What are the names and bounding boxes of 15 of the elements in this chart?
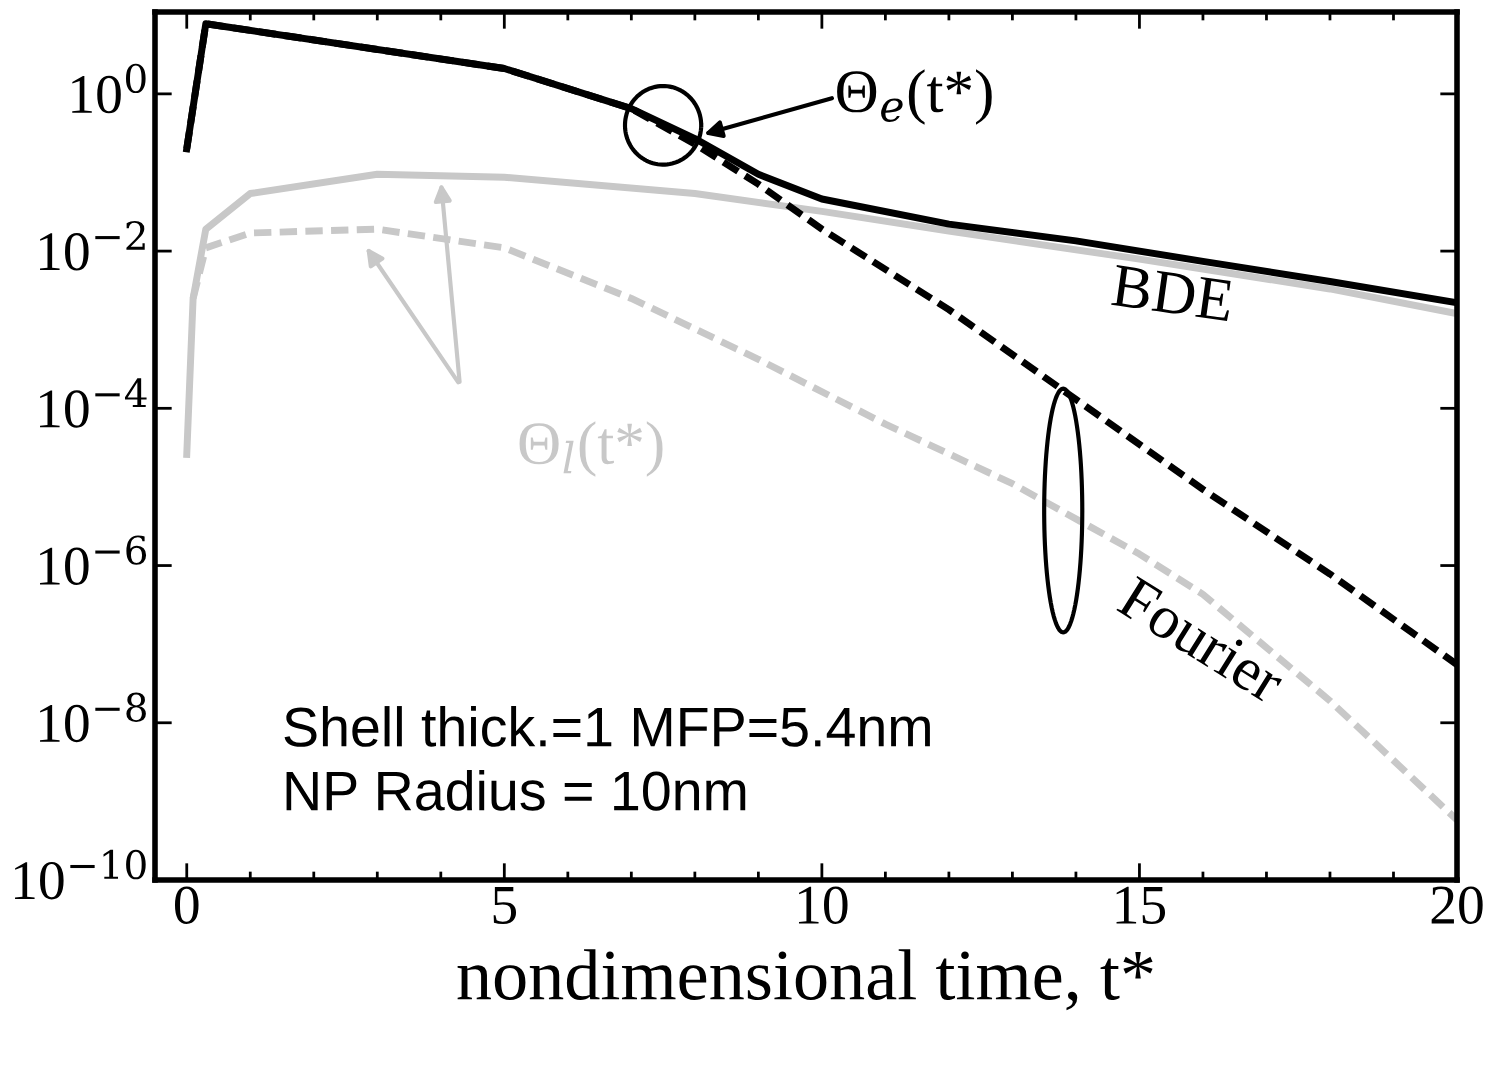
x-tick-label: 0 bbox=[174, 886, 199, 924]
x-tick-label: 5 bbox=[493, 887, 517, 924]
annotation: BDE bbox=[1111, 265, 1234, 322]
annotation: Shell thick.=1 MFP=5.4nm NP Radius = 10nm bbox=[284, 706, 930, 811]
x-tick-label: 15 bbox=[1116, 886, 1166, 924]
y-tick-label: 10$^{−8}$ bbox=[40, 692, 146, 743]
x-tick-label: 20 bbox=[1431, 886, 1483, 924]
y-tick-label: 10$^{−2}$ bbox=[40, 220, 145, 271]
x-tick-label: 10 bbox=[798, 886, 848, 924]
y-tick-label: 10$^{−6}$ bbox=[40, 535, 147, 585]
y-tick-label: 10$^{−4}$ bbox=[40, 378, 147, 428]
y-tick-label: 10$^{0}$ bbox=[72, 63, 146, 114]
annotation: Θ$_{e}$(t*) bbox=[837, 69, 992, 125]
y-tick-label: 10$^{−10}$ bbox=[15, 849, 146, 900]
x-axis-title: nondimensional time, t* bbox=[457, 949, 1153, 1011]
